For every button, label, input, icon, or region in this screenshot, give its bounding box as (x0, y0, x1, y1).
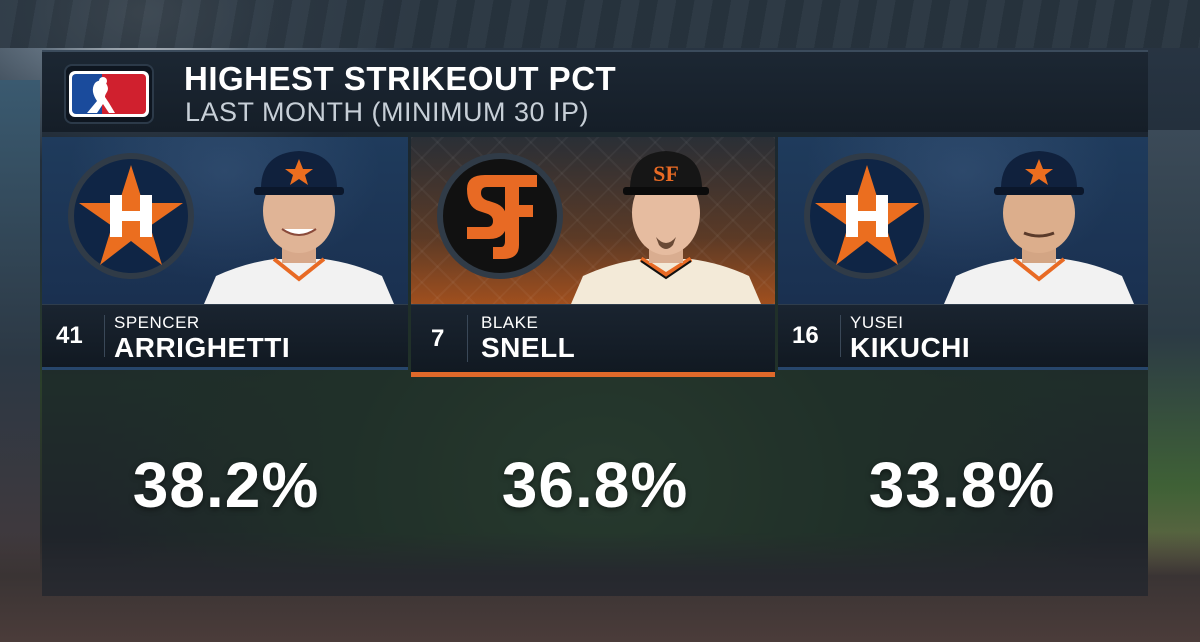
graphic-subtitle: LAST MONTH (MINIMUM 30 IP) (185, 97, 590, 127)
astros-logo-icon (79, 165, 183, 265)
astros-logo-icon (815, 165, 919, 265)
graphic-title: HIGHEST STRIKEOUT PCT (184, 60, 617, 97)
player-name-bar: 7 BLAKE SNELL (411, 304, 775, 377)
player-last-name: ARRIGHETTI (114, 332, 291, 363)
player-card-3: 16 YUSEI KIKUCHI (778, 137, 1148, 377)
graphic-header: HIGHEST STRIKEOUT PCT LAST MONTH (MINIMU… (42, 50, 1148, 132)
strikeout-pct-value: 38.2% (132, 449, 320, 521)
mlb-logo-icon (69, 71, 149, 117)
player-name-bar: 41 SPENCER ARRIGHETTI (42, 304, 408, 370)
player-first-name: YUSEI (850, 313, 904, 332)
jersey-number: 41 (56, 322, 83, 349)
stadium-roof (0, 0, 1200, 48)
player-last-name: KIKUCHI (850, 332, 971, 363)
jersey-number: 16 (792, 322, 819, 349)
svg-text:SF: SF (653, 161, 679, 186)
name-divider (467, 315, 468, 362)
strikeout-pct-value: 33.8% (868, 449, 1056, 521)
player-photo-area (778, 137, 1148, 304)
player-photo-area: SF (411, 137, 775, 304)
player-photo (204, 151, 394, 304)
team-logo-circle (68, 153, 194, 279)
name-divider (104, 315, 105, 357)
team-logo-circle (437, 153, 563, 279)
player-card-2: SF 7 BLAKE SNELL (411, 137, 775, 377)
giants-logo-icon (467, 175, 537, 259)
strikeout-pct-value: 36.8% (501, 449, 689, 521)
jersey-number: 7 (431, 324, 445, 352)
mlb-logo-badge (64, 64, 154, 124)
player-name-bar: 16 YUSEI KIKUCHI (778, 304, 1148, 370)
player-last-name: SNELL (481, 332, 576, 363)
player-first-name: SPENCER (114, 313, 200, 332)
player-card-1: 41 SPENCER ARRIGHETTI (42, 137, 408, 377)
name-divider (840, 315, 841, 357)
player-photo (944, 151, 1134, 304)
player-first-name: BLAKE (481, 313, 539, 332)
player-photo-area (42, 137, 408, 304)
player-photo: SF (571, 151, 761, 304)
team-logo-circle (804, 153, 930, 279)
